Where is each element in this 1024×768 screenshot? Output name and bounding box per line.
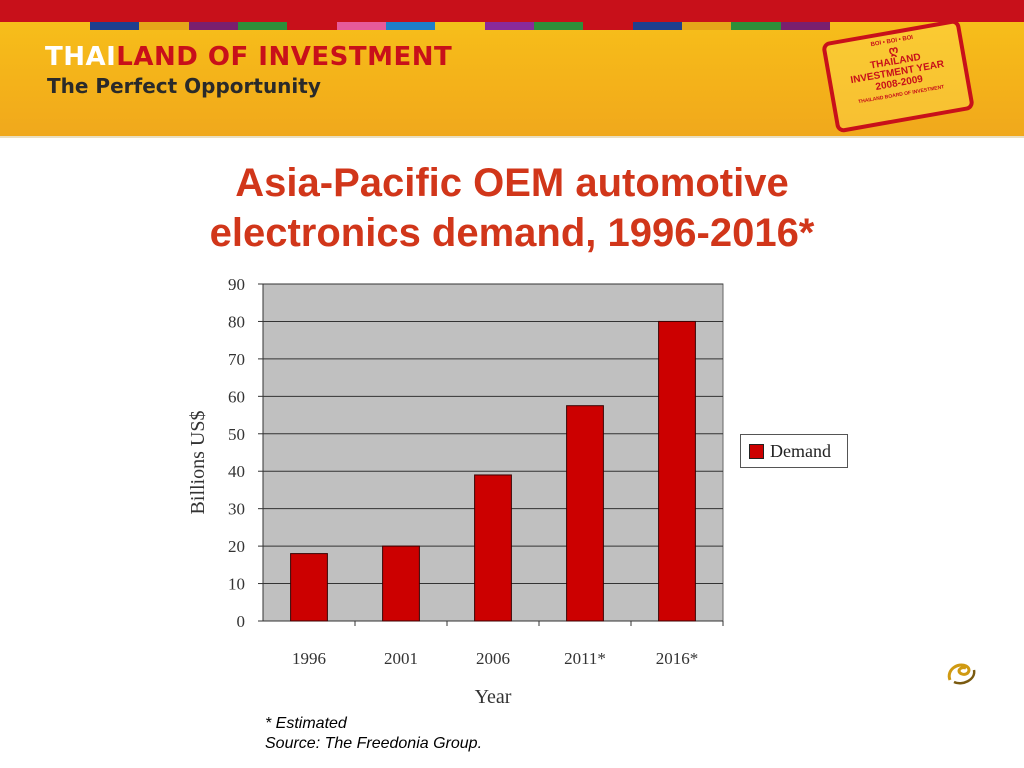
x-tick-label: 2001 xyxy=(384,649,418,668)
legend-swatch xyxy=(749,443,764,459)
x-tick-label: 2006 xyxy=(476,649,510,668)
slide-title: Asia-Pacific OEM automotive electronics … xyxy=(120,158,904,258)
slide-title-line1: Asia-Pacific OEM automotive xyxy=(235,161,789,205)
y-tick-label: 20 xyxy=(228,537,245,556)
color-stripe-segment xyxy=(583,22,633,30)
brand-title: THAILAND OF INVESTMENT xyxy=(45,42,452,72)
color-stripe-segment xyxy=(90,22,140,30)
y-tick-label: 40 xyxy=(228,462,245,481)
y-tick-label: 10 xyxy=(228,575,245,594)
bar xyxy=(290,553,328,622)
x-tick-label: 2011* xyxy=(564,649,606,668)
bar xyxy=(382,545,420,622)
footnote-estimated: * Estimated xyxy=(265,715,347,732)
color-stripe-segment xyxy=(188,22,238,30)
bar xyxy=(474,474,512,622)
boi-logo-icon xyxy=(947,663,976,685)
color-stripe-segment xyxy=(336,22,386,30)
y-tick-label: 90 xyxy=(228,275,245,294)
color-stripe-bar xyxy=(90,22,830,30)
y-tick-label: 0 xyxy=(237,612,246,631)
header-banner: THAILAND OF INVESTMENT The Perfect Oppor… xyxy=(0,0,1024,138)
demand-bar-chart: 0 10 20 30 40 50 60 70 80 90 1996 2001 2006 2011* 2016… xyxy=(187,275,724,708)
y-axis-label: Billions US$ xyxy=(187,411,209,515)
footnote: * Estimated Source: The Freedonia Group. xyxy=(265,714,482,754)
y-tick-label: 70 xyxy=(228,350,245,369)
header-top-strip xyxy=(0,0,1024,22)
color-stripe-segment xyxy=(632,22,682,30)
legend-label: Demand xyxy=(770,440,831,461)
color-stripe-segment xyxy=(731,22,781,30)
color-stripe-segment xyxy=(533,22,584,30)
color-stripe-segment xyxy=(385,22,436,30)
x-tick-label: 1996 xyxy=(292,649,326,668)
color-stripe-segment xyxy=(237,22,288,30)
chart-legend: Demand xyxy=(740,434,848,468)
x-axis-label: Year xyxy=(475,686,512,708)
banner-divider xyxy=(0,136,1024,138)
y-tick-label: 80 xyxy=(228,312,245,331)
y-tick-label: 30 xyxy=(228,500,245,519)
color-stripe-segment xyxy=(484,22,534,30)
footnote-source: Source: The Freedonia Group. xyxy=(265,735,483,752)
y-tick-label: 50 xyxy=(228,425,245,444)
bar xyxy=(658,320,696,622)
color-stripe-segment xyxy=(780,22,830,30)
color-stripe-segment xyxy=(139,22,189,30)
investment-year-stamp: BOI • BOI • BOI ღ THAILAND INVESTMENT YE… xyxy=(821,18,975,134)
color-stripe-segment xyxy=(287,22,337,30)
color-stripe-segment xyxy=(435,22,485,30)
brand-title-part2: LAND OF INVESTMENT xyxy=(116,42,453,72)
y-tick-label: 60 xyxy=(228,387,245,406)
brand-tagline: The Perfect Opportunity xyxy=(47,74,321,98)
bar xyxy=(566,405,604,622)
color-stripe-segment xyxy=(681,22,732,30)
slide-title-line2: electronics demand, 1996-2016* xyxy=(209,211,815,255)
brand-title-part1: THAI xyxy=(45,42,117,72)
x-tick-label: 2016* xyxy=(656,649,699,668)
